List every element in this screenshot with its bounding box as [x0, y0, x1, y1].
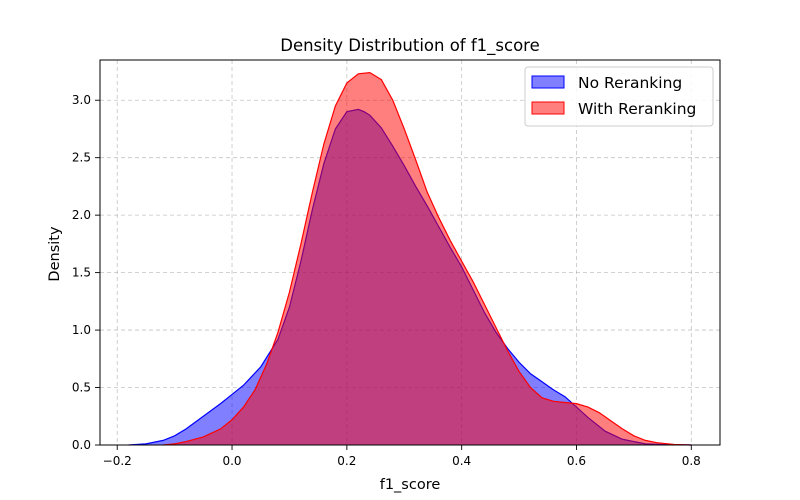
y-tick-label: 0.0 — [72, 438, 91, 452]
x-tick-label: 0.6 — [567, 454, 586, 468]
y-tick-label: 3.0 — [72, 93, 91, 107]
x-tick-label: 0.0 — [222, 454, 241, 468]
y-tick-label: 0.5 — [72, 381, 91, 395]
legend-label-with-reranking: With Reranking — [578, 100, 696, 118]
legend-box — [524, 66, 714, 127]
x-axis-ticks: −0.2 0.0 0.2 0.4 0.6 0.8 — [103, 445, 701, 468]
legend-swatch-no-reranking — [531, 75, 565, 89]
density-areas — [128, 72, 692, 446]
y-axis-label: Density — [47, 226, 63, 282]
x-tick-label: 0.2 — [337, 454, 356, 468]
legend-swatch-with-reranking — [531, 101, 565, 115]
y-axis-ticks: 0.0 0.5 1.0 1.5 2.0 2.5 3.0 — [72, 93, 100, 452]
line-with-reranking — [163, 72, 692, 446]
plot-frame — [99, 59, 721, 446]
y-tick-label: 2.0 — [72, 208, 91, 222]
y-tick-label: 1.5 — [72, 266, 91, 280]
y-tick-label: 2.5 — [72, 151, 91, 165]
x-tick-label: 0.4 — [452, 454, 471, 468]
legend: No Reranking With Reranking — [524, 66, 714, 127]
y-tick-label: 1.0 — [72, 323, 91, 337]
area-with-reranking — [163, 72, 692, 445]
x-tick-label: −0.2 — [103, 454, 132, 468]
legend-label-no-reranking: No Reranking — [578, 74, 682, 92]
chart-title: Density Distribution of f1_score — [280, 36, 540, 56]
x-axis-label: f1_score — [380, 477, 441, 493]
x-tick-label: 0.8 — [682, 454, 701, 468]
